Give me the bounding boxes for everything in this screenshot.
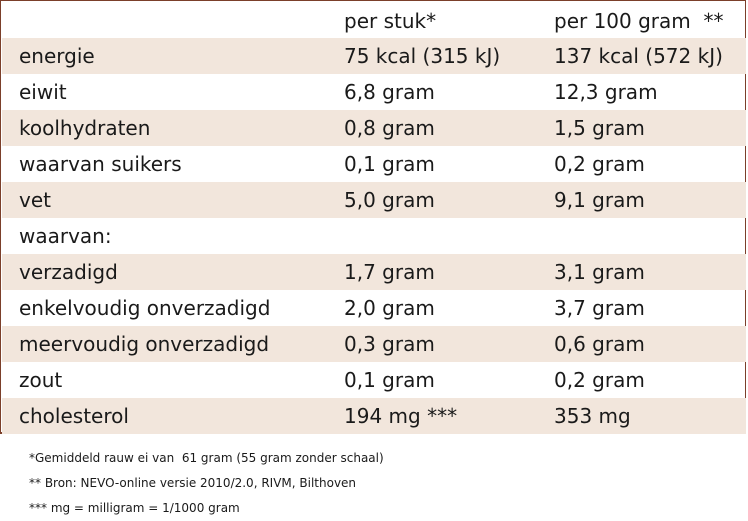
value-per-100g: 9,1 gram (554, 188, 645, 212)
table-row: energie 75 kcal (315 kJ) 137 kcal (572 k… (2, 38, 746, 74)
nutrient-label: zout (19, 368, 63, 392)
footnote-unit: *** mg = milligram = 1/1000 gram (29, 501, 240, 515)
value-per-100g: 0,2 gram (554, 368, 645, 392)
nutrient-label: energie (19, 44, 95, 68)
value-per-100g: 1,5 gram (554, 116, 645, 140)
value-per-piece: 2,0 gram (344, 296, 435, 320)
nutrient-label: eiwit (19, 80, 67, 104)
value-per-100g: 3,1 gram (554, 260, 645, 284)
value-per-100g: 0,6 gram (554, 332, 645, 356)
nutrition-table: per stuk* per 100 gram ** energie 75 kca… (0, 0, 746, 434)
footnote-source: ** Bron: NEVO-online versie 2010/2.0, RI… (29, 476, 357, 490)
header-cell-per-100g: per 100 gram ** (554, 9, 724, 33)
table-row: zout 0,1 gram 0,2 gram (2, 362, 746, 398)
value-per-piece: 194 mg *** (344, 404, 458, 428)
table-row: vet 5,0 gram 9,1 gram (2, 182, 746, 218)
value-per-100g: 12,3 gram (554, 80, 658, 104)
table-row: eiwit 6,8 gram 12,3 gram (2, 74, 746, 110)
nutrient-label: waarvan: (19, 224, 112, 248)
table-row: enkelvoudig onverzadigd 2,0 gram 3,7 gra… (2, 290, 746, 326)
table-row: waarvan: (2, 218, 746, 254)
table-row: cholesterol 194 mg *** 353 mg (2, 398, 746, 434)
value-per-piece: 1,7 gram (344, 260, 435, 284)
table-row: waarvan suikers 0,1 gram 0,2 gram (2, 146, 746, 182)
value-per-piece: 5,0 gram (344, 188, 435, 212)
footnotes: *Gemiddeld rauw ei van 61 gram (55 gram … (29, 446, 384, 521)
value-per-100g: 3,7 gram (554, 296, 645, 320)
nutrient-label: verzadigd (19, 260, 118, 284)
nutrient-label: cholesterol (19, 404, 129, 428)
table-row: meervoudig onverzadigd 0,3 gram 0,6 gram (2, 326, 746, 362)
nutrient-label: enkelvoudig onverzadigd (19, 296, 271, 320)
nutrient-label: vet (19, 188, 51, 212)
value-per-piece: 0,1 gram (344, 152, 435, 176)
table-row: verzadigd 1,7 gram 3,1 gram (2, 254, 746, 290)
table-header-row: per stuk* per 100 gram ** (2, 3, 746, 39)
value-per-100g: 0,2 gram (554, 152, 645, 176)
value-per-100g: 353 mg (554, 404, 631, 428)
value-per-piece: 6,8 gram (344, 80, 435, 104)
nutrient-label: koolhydraten (19, 116, 151, 140)
header-cell-per-piece: per stuk* (344, 9, 437, 33)
value-per-piece: 0,3 gram (344, 332, 435, 356)
table-row: koolhydraten 0,8 gram 1,5 gram (2, 110, 746, 146)
value-per-piece: 0,8 gram (344, 116, 435, 140)
nutrient-label: waarvan suikers (19, 152, 182, 176)
value-per-piece: 0,1 gram (344, 368, 435, 392)
value-per-piece: 75 kcal (315 kJ) (344, 44, 501, 68)
footnote-egg-weight: *Gemiddeld rauw ei van 61 gram (55 gram … (29, 451, 384, 465)
nutrient-label: meervoudig onverzadigd (19, 332, 270, 356)
value-per-100g: 137 kcal (572 kJ) (554, 44, 723, 68)
